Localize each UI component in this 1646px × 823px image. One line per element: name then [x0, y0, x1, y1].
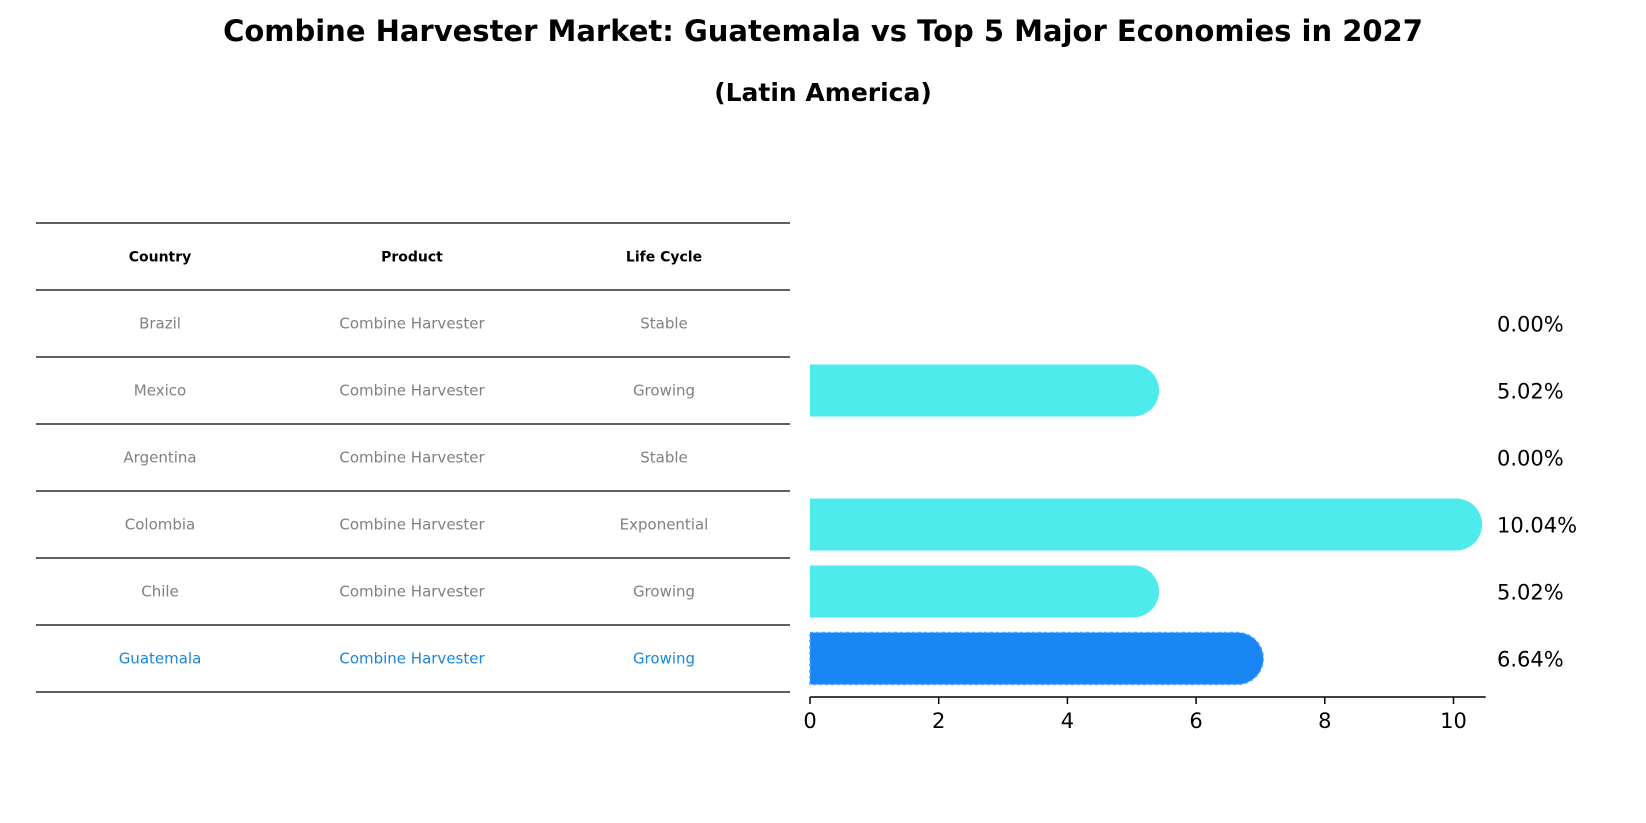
table-cell-country: Mexico: [134, 382, 186, 400]
bar-value-label: 5.02%: [1497, 380, 1564, 404]
data-table: Country Product Life Cycle Brazil Combine Ha…: [36, 222, 790, 693]
table-cell-life-cycle: Growing: [633, 382, 695, 400]
bar: [810, 498, 1483, 551]
chart-subtitle: (Latin America): [714, 78, 932, 107]
bar-value-label: 5.02%: [1497, 581, 1564, 605]
bar-group-mexico: 5.02%: [810, 364, 1564, 417]
bar: [810, 364, 1160, 417]
table-cell-life-cycle: Growing: [633, 583, 695, 601]
x-tick-label: 2: [932, 709, 945, 733]
x-tick-label: 6: [1189, 709, 1202, 733]
table-cell-country: Brazil: [139, 315, 181, 333]
table-cell-country: Argentina: [123, 449, 196, 467]
bar-group-guatemala: 6.64%: [809, 631, 1564, 686]
x-tick-label: 8: [1318, 709, 1331, 733]
bar-value-label: 0.00%: [1497, 313, 1564, 337]
table-cell-country: Guatemala: [119, 650, 202, 668]
table-cell-product: Combine Harvester: [339, 315, 485, 333]
x-axis: 0 2 4 6 8 10: [803, 696, 1486, 733]
table-cell-product: Combine Harvester: [339, 449, 485, 467]
x-tick-label: 4: [1061, 709, 1074, 733]
bar-value-label: 0.00%: [1497, 447, 1564, 471]
bar-chart: 0.00% 5.02% 0.00% 10.04% 5.02% 6.64%: [809, 313, 1577, 686]
table-cell-product: Combine Harvester: [339, 382, 485, 400]
table-cell-country: Chile: [141, 583, 179, 601]
table-header: Product: [381, 250, 443, 266]
bar: [809, 631, 1265, 686]
chart-title: Combine Harvester Market: Guatemala vs T…: [223, 14, 1423, 48]
table-cell-life-cycle: Stable: [640, 315, 688, 333]
bar-group-colombia: 10.04%: [810, 498, 1577, 551]
table-header: Life Cycle: [626, 250, 702, 266]
x-tick-label: 10: [1440, 709, 1467, 733]
bar-group-chile: 5.02%: [810, 565, 1564, 618]
table-cell-life-cycle: Growing: [633, 650, 695, 668]
bar-value-label: 10.04%: [1497, 514, 1577, 538]
table-cell-country: Colombia: [125, 516, 196, 534]
table-cell-product: Combine Harvester: [339, 650, 485, 668]
x-tick-label: 0: [803, 709, 816, 733]
bar-group-brazil: 0.00%: [1497, 313, 1564, 337]
bar-value-label: 6.64%: [1497, 648, 1564, 672]
table-cell-life-cycle: Stable: [640, 449, 688, 467]
table-cell-product: Combine Harvester: [339, 516, 485, 534]
bar: [810, 565, 1160, 618]
table-header: Country: [129, 250, 192, 266]
bar-group-argentina: 0.00%: [1497, 447, 1564, 471]
table-cell-life-cycle: Exponential: [620, 516, 709, 534]
table-cell-product: Combine Harvester: [339, 583, 485, 601]
